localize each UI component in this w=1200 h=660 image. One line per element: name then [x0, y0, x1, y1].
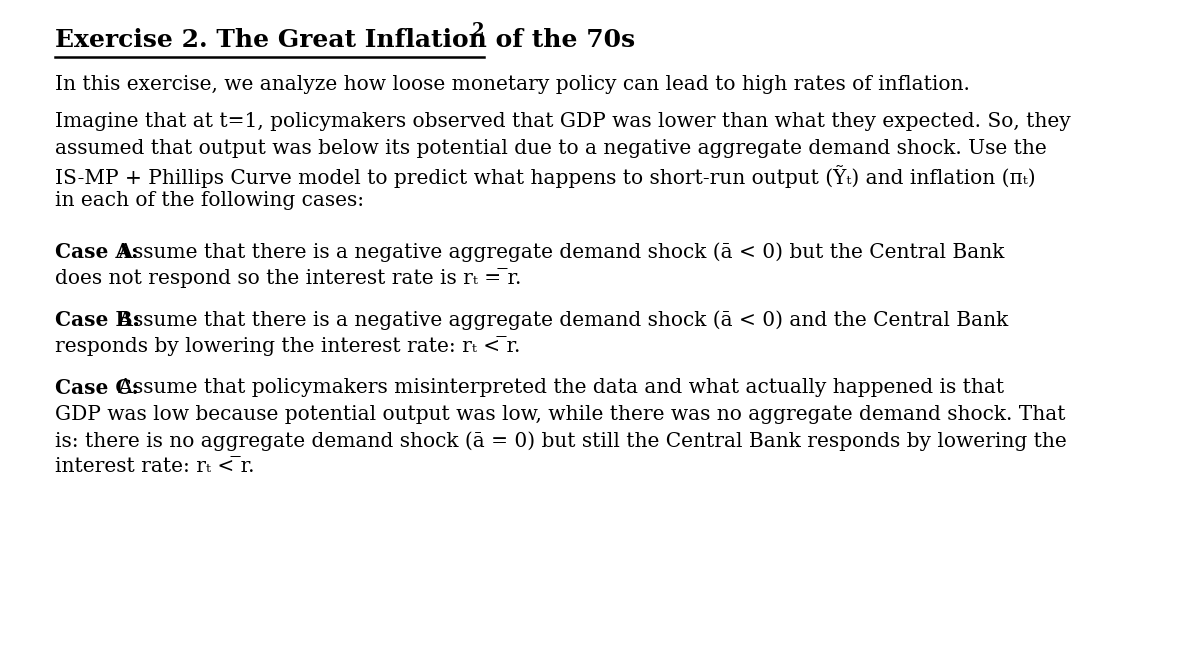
- Text: in each of the following cases:: in each of the following cases:: [55, 191, 364, 211]
- Text: Assume that there is a negative aggregate demand shock (ā < 0) and the Central B: Assume that there is a negative aggregat…: [113, 310, 1009, 329]
- Text: Case B:: Case B:: [55, 310, 140, 330]
- Text: In this exercise, we analyze how loose monetary policy can lead to high rates of: In this exercise, we analyze how loose m…: [55, 75, 970, 94]
- Text: is: there is no aggregate demand shock (ā = 0) but still the Central Bank respon: is: there is no aggregate demand shock (…: [55, 431, 1067, 451]
- Text: 2: 2: [472, 22, 484, 40]
- Text: assumed that output was below its potential due to a negative aggregate demand s: assumed that output was below its potent…: [55, 139, 1046, 158]
- Text: responds by lowering the interest rate: rₜ < ̅r.: responds by lowering the interest rate: …: [55, 337, 521, 356]
- Text: does not respond so the interest rate is rₜ = ̅r.: does not respond so the interest rate is…: [55, 269, 521, 288]
- Text: Case C:: Case C:: [55, 378, 139, 398]
- Text: IS-MP + Phillips Curve model to predict what happens to short-run output (Ỹₜ) an: IS-MP + Phillips Curve model to predict …: [55, 165, 1036, 188]
- Text: Assume that there is a negative aggregate demand shock (ā < 0) but the Central B: Assume that there is a negative aggregat…: [113, 242, 1004, 261]
- Text: Case A:: Case A:: [55, 242, 138, 262]
- Text: Exercise 2. The Great Inflation of the 70s: Exercise 2. The Great Inflation of the 7…: [55, 28, 635, 52]
- Text: GDP was low because potential output was low, while there was no aggregate deman: GDP was low because potential output was…: [55, 405, 1066, 424]
- Text: Imagine that at t=1, policymakers observed that GDP was lower than what they exp: Imagine that at t=1, policymakers observ…: [55, 112, 1070, 131]
- Text: Assume that policymakers misinterpreted the data and what actually happened is t: Assume that policymakers misinterpreted …: [113, 378, 1004, 397]
- Text: interest rate: rₜ < ̅r.: interest rate: rₜ < ̅r.: [55, 457, 254, 477]
